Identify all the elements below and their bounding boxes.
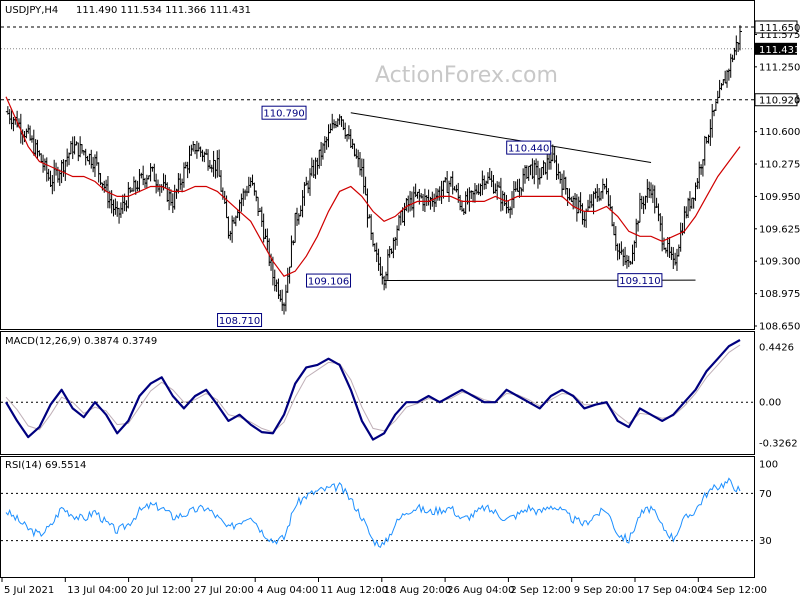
macd-y-tick-label: 0.00 [759,398,781,409]
rsi-panel[interactable] [0,456,755,578]
price-y-tick-label: 110.275 [759,160,800,171]
price-panel[interactable] [0,0,755,330]
rsi-y-tick-label: 70 [759,489,772,500]
x-tick-label: 24 Sep 12:00 [700,585,767,596]
current-price-label: 111.431 [759,45,800,56]
x-tick-label: 20 Jul 12:00 [131,585,191,596]
price-annotation: 110.790 [261,105,307,120]
price-y-tick-label: 108.975 [759,289,800,300]
macd-panel[interactable] [0,331,755,455]
annotation-label: 109.110 [619,276,660,287]
x-tick-label: 4 Aug 04:00 [257,585,318,596]
x-tick-label: 9 Sep 20:00 [574,585,634,596]
annotation-label: 110.440 [508,144,549,155]
current-price-box [755,42,797,55]
watermark: ActionForex.com [375,63,558,88]
annotation-label: 109.106 [308,277,349,288]
price-annotation: 108.710 [217,313,263,328]
price-y-tick-label: 109.625 [759,224,800,235]
annotation-box [506,140,552,155]
annotation-box [306,273,352,288]
ohlc-readout: 111.490 111.534 111.366 111.431 [76,5,251,16]
price-y-tick-label: 109.950 [759,192,800,203]
price-annotation: 109.106 [306,273,352,288]
moving-average-line [5,96,741,277]
rsi-y-tick-label: 100 [759,460,778,471]
rsi-y-tick-label: 30 [759,536,772,547]
level-label: 111.650 [759,23,800,34]
level-label-box [754,20,798,34]
level-label-box [754,93,798,107]
x-tick-label: 5 Jul 2021 [4,585,54,596]
macd-line [5,339,741,441]
macd-signal-line [5,344,741,433]
resistance-trendline [350,112,652,164]
price-annotation: 110.440 [506,140,552,155]
x-tick-label: 26 Aug 04:00 [447,585,514,596]
symbol-label: USDJPY,H4 [5,5,58,16]
price-y-tick-label: 111.250 [759,62,800,73]
annotation-box [261,105,307,120]
x-tick-label: 2 Sep 12:00 [510,585,570,596]
x-tick-label: 13 Jul 04:00 [67,585,127,596]
annotation-label: 108.710 [219,316,260,327]
price-y-tick-label: 108.650 [759,322,800,333]
level-label: 110.920 [759,96,800,107]
x-tick-label: 17 Sep 04:00 [637,585,704,596]
macd-title: MACD(12,26,9) 0.3874 0.3749 [5,336,157,347]
macd-y-tick-label: -0.3262 [759,438,798,449]
macd-y-tick-label: 0.4426 [759,343,794,354]
price-y-tick-label: 111.575 [759,30,800,41]
rsi-title: RSI(14) 69.5514 [5,460,86,471]
price-y-tick-label: 110.600 [759,127,800,138]
x-tick-label: 18 Aug 20:00 [384,585,451,596]
x-tick-label: 27 Jul 20:00 [194,585,254,596]
price-annotation: 109.110 [617,273,663,288]
x-tick-label: 11 Aug 12:00 [321,585,388,596]
annotation-box [617,273,663,288]
annotation-label: 110.790 [263,109,304,120]
rsi-line [5,477,741,549]
annotation-box [217,313,263,328]
price-y-tick-label: 109.300 [759,257,800,268]
